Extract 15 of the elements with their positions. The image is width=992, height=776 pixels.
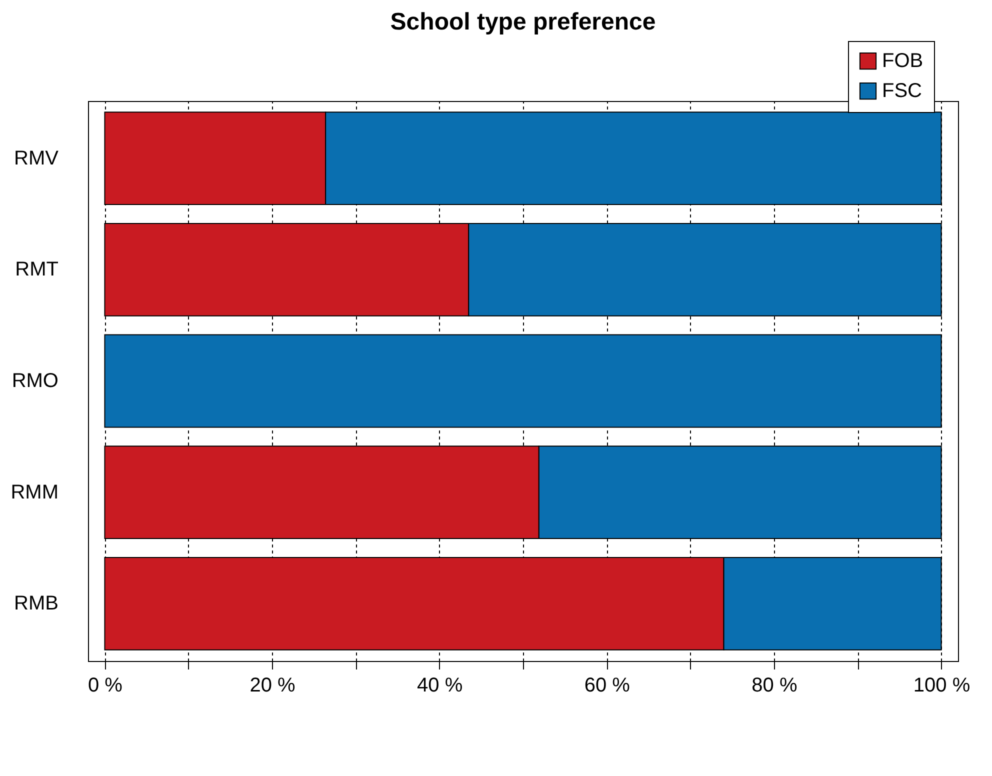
x-tick-label: 20 % (250, 674, 296, 696)
x-tick-label: 60 % (584, 674, 630, 696)
legend-label: FOB (882, 50, 924, 72)
x-tick-label: 80 % (752, 674, 798, 696)
y-tick-label: RMT (15, 258, 58, 281)
x-tick-label: 0 % (88, 674, 123, 696)
legend-label: FSC (882, 80, 922, 102)
y-tick-label: RMM (10, 481, 58, 504)
y-tick-label: RMV (14, 147, 60, 170)
x-tick-label: 100 % (913, 674, 970, 696)
x-tick-label: 40 % (417, 674, 463, 696)
y-tick-label: RMO (12, 370, 58, 392)
y-tick-label: RMB (14, 592, 58, 615)
bar (104, 334, 942, 428)
chart-title: School type preference (390, 8, 656, 36)
